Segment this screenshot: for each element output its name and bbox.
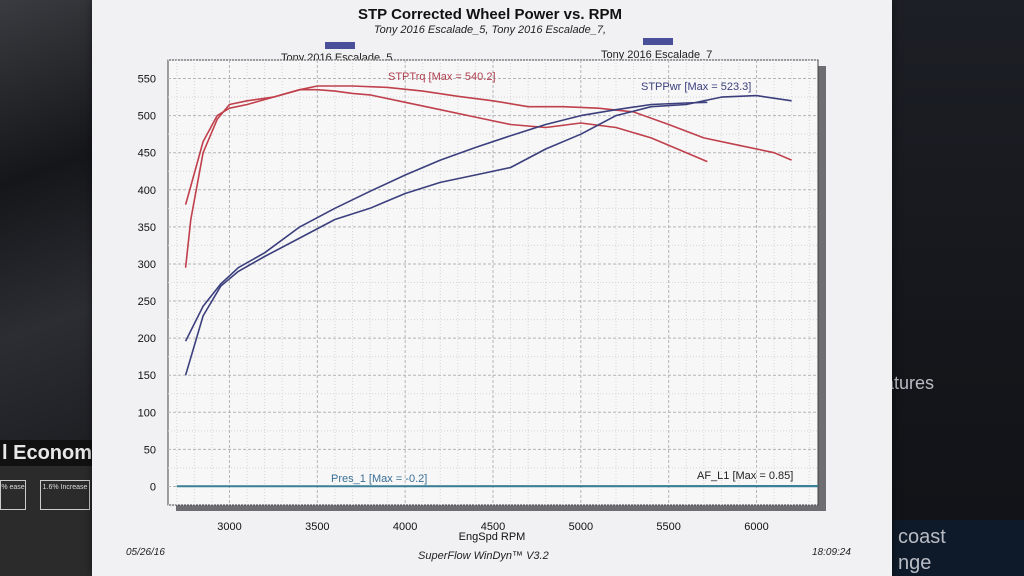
y-tick-label: 200 (138, 333, 156, 345)
y-tick-label: 150 (138, 370, 156, 382)
y-tick-label: 100 (138, 407, 156, 419)
legend-label-escalade-7: Tony 2016 Escalade_7 (601, 49, 713, 61)
footer-time: 18:09:24 (812, 547, 851, 558)
y-tick-label: 500 (138, 111, 156, 123)
chart-subtitle: Tony 2016 Escalade_5, Tony 2016 Escalade… (373, 24, 607, 36)
y-tick-label: 300 (138, 259, 156, 271)
x-tick-label: 5500 (656, 521, 680, 533)
footer-software: SuperFlow WinDyn™ V3.2 (418, 550, 549, 562)
x-tick-label: 6000 (744, 521, 768, 533)
x-tick-label: 4000 (393, 521, 417, 533)
x-axis-ticks: 3000 3500 4000 4500 5000 5500 6000 (217, 521, 769, 533)
series-line-stppwr-escalade-7 (184, 94, 792, 376)
annotation-af-max: AF_L1 [Max = 0.85] (697, 470, 793, 482)
background-tag-2: 1.6% Increase (40, 480, 90, 510)
y-tick-label: 450 (138, 148, 156, 160)
legend-swatch-escalade-5 (325, 42, 355, 49)
background-tag-1: % ease (0, 480, 26, 510)
series-line-stptrq-escalade-7 (184, 85, 792, 268)
legend-swatch-escalade-7 (643, 38, 673, 45)
footer-date: 05/26/16 (126, 547, 165, 558)
plot-series (176, 85, 819, 488)
background-text-range: nge (898, 552, 932, 574)
y-tick-label: 550 (138, 74, 156, 86)
y-tick-label: 0 (150, 481, 156, 493)
background-right-strip (880, 520, 1024, 576)
series-line-stppwr-escalade-5 (184, 101, 708, 342)
annotation-pressure-max: Pres_1 [Max = -0.2] (331, 473, 427, 485)
annotation-power-max: STPPwr [Max = 523.3] (641, 81, 751, 93)
x-tick-label: 3500 (305, 521, 329, 533)
x-axis-label: EngSpd RPM (459, 531, 526, 543)
plot-grid (168, 59, 818, 506)
y-tick-label: 350 (138, 222, 156, 234)
y-tick-label: 250 (138, 296, 156, 308)
background-text-coast: coast (898, 526, 946, 548)
chart-title: STP Corrected Wheel Power vs. RPM (358, 6, 622, 23)
y-tick-label: 50 (144, 444, 156, 456)
x-tick-label: 5000 (569, 521, 593, 533)
annotation-torque-max: STPTrq [Max = 540.2] (388, 71, 496, 83)
x-tick-label: 4500 (481, 521, 505, 533)
background-text-features: atures (884, 373, 935, 393)
background-right-brochure (880, 0, 1024, 576)
y-tick-label: 400 (138, 185, 156, 197)
x-tick-label: 3000 (217, 521, 241, 533)
